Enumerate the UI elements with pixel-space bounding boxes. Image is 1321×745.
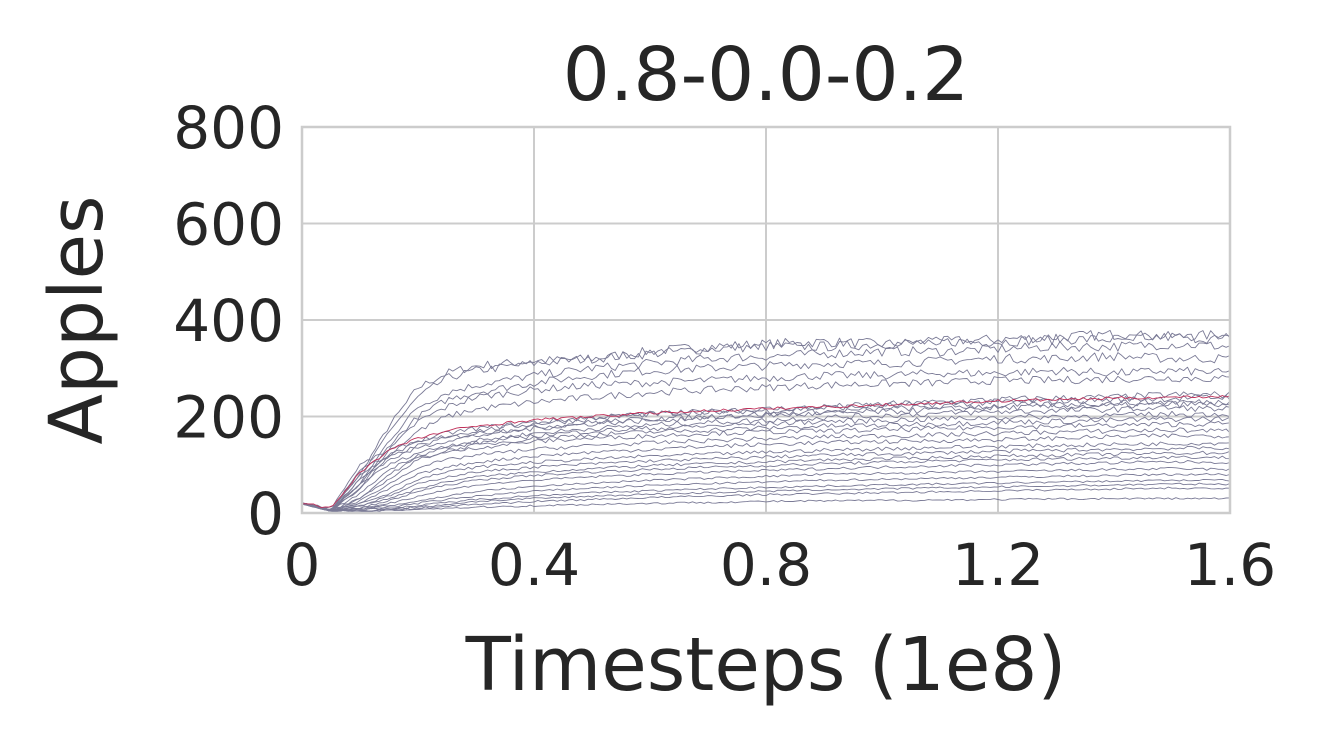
- series-line: [301, 420, 1231, 512]
- series-line: [301, 352, 1231, 511]
- series-line: [301, 398, 1231, 511]
- mean-series-line: [301, 395, 1231, 509]
- x-tick-label: 0.4: [488, 531, 580, 599]
- series-line: [301, 473, 1231, 512]
- y-tick-label: 200: [173, 384, 284, 452]
- x-axis-label: Timesteps (1e8): [465, 622, 1067, 708]
- series-line: [301, 433, 1231, 512]
- x-tick-label: 0.8: [720, 531, 812, 599]
- chart-title: 0.8-0.0-0.2: [563, 32, 969, 118]
- series-line: [301, 401, 1231, 511]
- series-line: [301, 497, 1231, 513]
- series-line: [301, 486, 1231, 513]
- y-tick-label: 600: [173, 191, 284, 259]
- plot-frame: [300, 125, 1232, 515]
- series-line: [301, 478, 1231, 512]
- y-tick-labels: 0 200 400 600 800: [173, 94, 284, 548]
- series-line: [301, 427, 1231, 512]
- x-tick-label: 1.6: [1184, 531, 1276, 599]
- grid-lines: [301, 126, 1231, 514]
- y-tick-label: 400: [173, 287, 284, 355]
- series-line: [301, 374, 1231, 511]
- series-line: [301, 482, 1231, 512]
- y-tick-label: 800: [173, 94, 284, 162]
- y-tick-label: 0: [247, 480, 284, 548]
- series-line: [301, 460, 1231, 512]
- x-tick-label: 1.2: [952, 531, 1044, 599]
- x-tick-label: 0: [284, 531, 321, 599]
- series-line: [301, 366, 1231, 511]
- series-line: [301, 445, 1231, 512]
- series-line: [301, 441, 1231, 512]
- series-line: [301, 341, 1231, 511]
- series-line: [301, 329, 1231, 511]
- series-line: [301, 410, 1231, 511]
- series-line: [301, 455, 1231, 511]
- x-tick-labels: 0 0.4 0.8 1.2 1.6: [284, 531, 1277, 599]
- series-lines: [301, 329, 1231, 513]
- series-line: [301, 332, 1231, 511]
- series-line: [301, 466, 1231, 512]
- y-axis-label: Apples: [34, 195, 120, 444]
- series-line: [301, 450, 1231, 511]
